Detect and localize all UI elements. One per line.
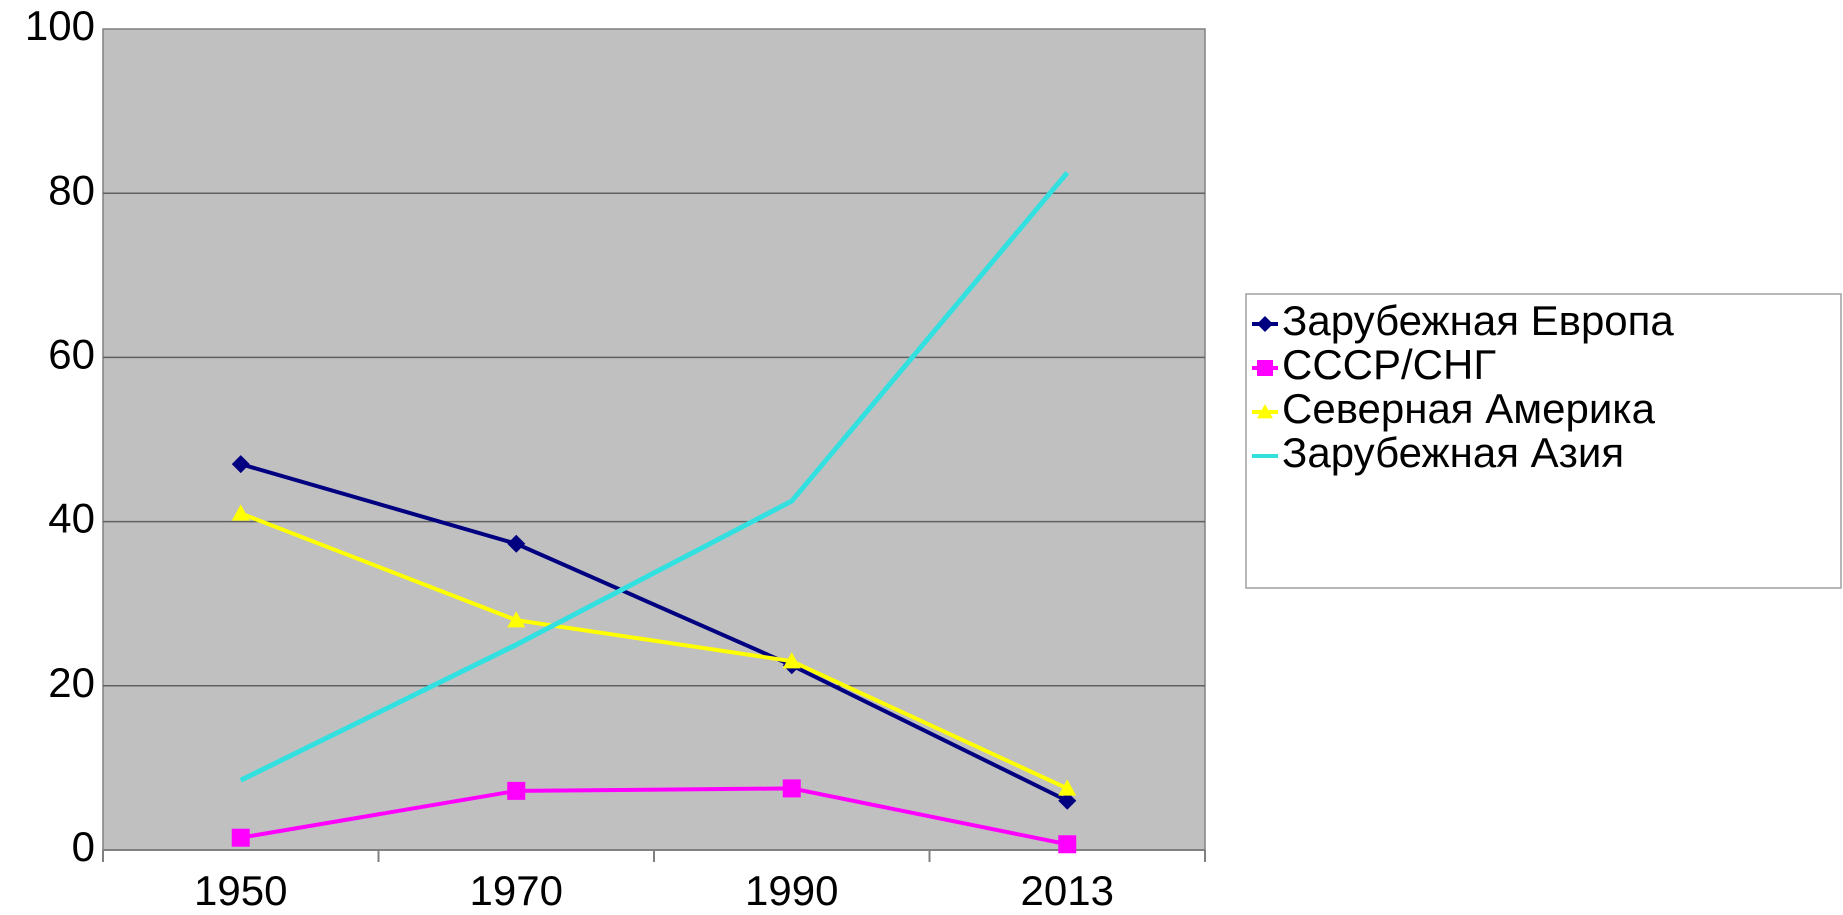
- marker: [1058, 779, 1077, 796]
- y-tick-label: 60: [48, 330, 95, 377]
- x-tick-label: 1950: [194, 867, 287, 914]
- marker: [1257, 316, 1273, 332]
- marker: [231, 504, 250, 521]
- legend-label: Зарубежная Азия: [1282, 429, 1624, 476]
- x-tick-label: 2013: [1021, 867, 1114, 914]
- marker: [507, 534, 526, 553]
- marker: [231, 455, 250, 474]
- legend-label: Зарубежная Европа: [1282, 297, 1674, 344]
- marker: [507, 781, 526, 800]
- legend-label: СССР/СНГ: [1282, 341, 1496, 388]
- marker: [1257, 404, 1273, 419]
- series-line: [240, 786, 1068, 847]
- marker: [1058, 791, 1077, 810]
- marker: [1058, 835, 1077, 854]
- plot-area: [102, 28, 1206, 851]
- y-tick-label: 80: [48, 166, 95, 213]
- series-line: [240, 511, 1069, 791]
- marker: [782, 779, 801, 798]
- marker: [507, 611, 526, 628]
- marker: [782, 652, 801, 669]
- y-tick-label: 40: [48, 495, 95, 542]
- x-tick-label: 1970: [470, 867, 563, 914]
- y-tick-label: 0: [72, 823, 95, 870]
- series-line: [240, 462, 1069, 803]
- marker: [1257, 360, 1273, 376]
- x-tick-label: 1990: [745, 867, 838, 914]
- legend-label: Северная Америка: [1282, 385, 1656, 432]
- y-tick-label: 100: [25, 2, 95, 49]
- legend-box: [1245, 293, 1842, 589]
- marker: [231, 828, 250, 847]
- y-tick-label: 20: [48, 659, 95, 706]
- series-line: [239, 171, 1070, 783]
